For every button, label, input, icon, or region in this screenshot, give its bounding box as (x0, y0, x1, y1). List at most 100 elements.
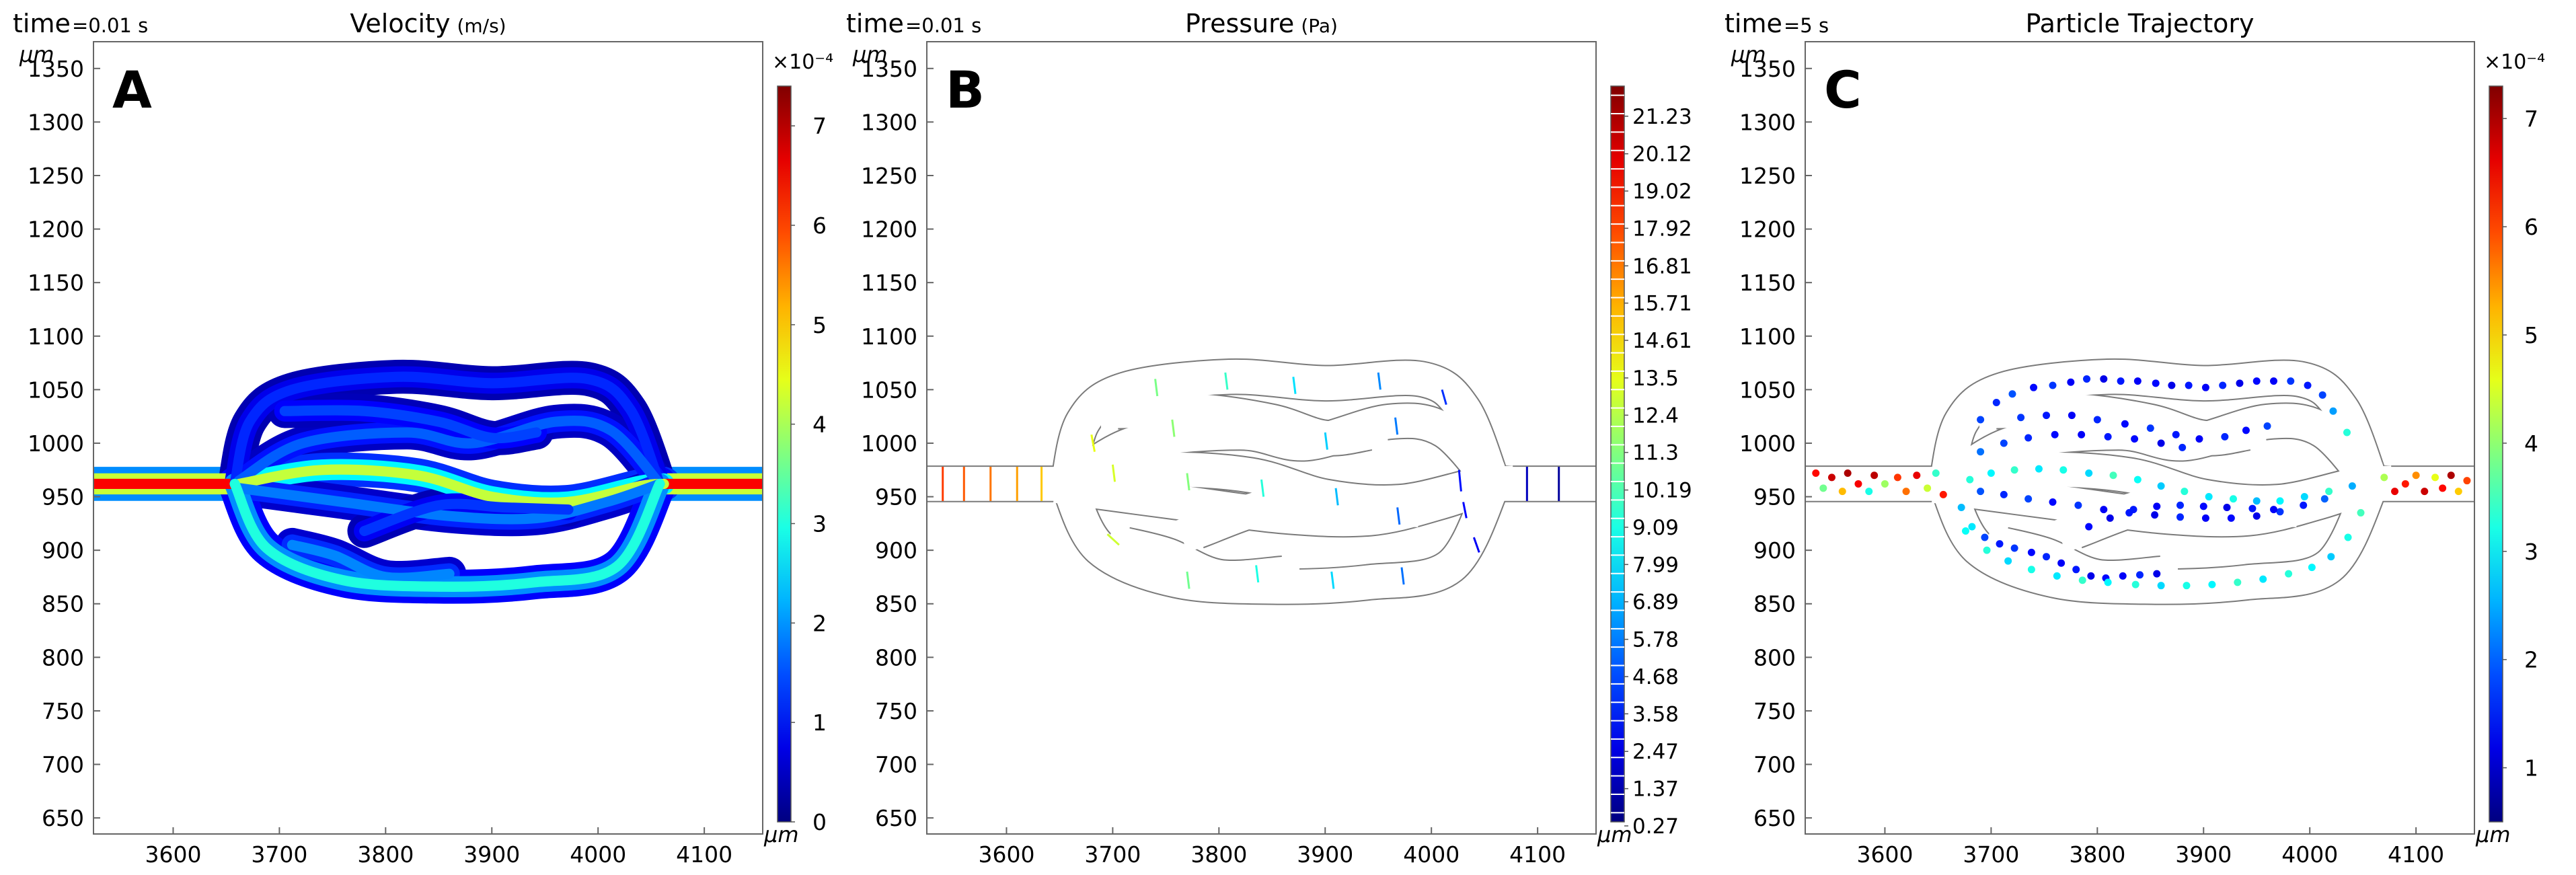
time-value: =0.01 s (72, 14, 148, 37)
colorbar-tick-label: 7.99 (1632, 553, 1679, 577)
particle-55 (2157, 439, 2165, 447)
particle-12 (1924, 484, 1932, 492)
y-tick-label: 650 (42, 805, 84, 831)
channel-lower-mid-branch-core (233, 478, 665, 525)
particle-49 (2000, 439, 2008, 447)
y-tick-label: 1350 (861, 56, 917, 82)
y-tick-label: 1100 (861, 324, 917, 350)
particle-57 (2017, 414, 2025, 422)
particle-26 (1992, 398, 2000, 406)
channel-center-branch-core (233, 464, 669, 508)
particle-123 (1961, 527, 1969, 535)
isobar-17 (1334, 488, 1339, 506)
colorbar-gradient (1610, 85, 1625, 823)
particle-11 (1913, 471, 1921, 480)
particle-39 (2219, 381, 2227, 389)
y-tick-label: 900 (1753, 537, 1796, 564)
particle-88 (2049, 498, 2057, 506)
particle-87 (2024, 495, 2033, 503)
y-tick-label: 850 (42, 591, 84, 617)
particle-117 (2072, 566, 2080, 574)
time-label: time (846, 9, 904, 38)
particle-20 (2447, 471, 2455, 480)
y-tick-label: 750 (42, 698, 84, 724)
particle-51 (2051, 430, 2059, 439)
y-tick-label: 1250 (28, 163, 84, 189)
particle-66 (2242, 426, 2250, 434)
colorbar-tick-label: 6 (812, 213, 827, 239)
particle-136 (2285, 570, 2293, 578)
panel-title-text: Pressure (1185, 9, 1294, 38)
isobar-20 (1394, 417, 1399, 435)
particle-19 (2439, 484, 2447, 492)
plot-content (927, 358, 1596, 605)
particle-62 (2146, 424, 2154, 432)
particle-35 (2152, 379, 2160, 387)
y-tick-label: 800 (875, 644, 917, 671)
particle-122 (2153, 570, 2161, 578)
y-tick-label: 1300 (28, 109, 84, 135)
channel-lower-connector-core (287, 539, 455, 583)
particle-5 (1854, 480, 1862, 488)
particle-127 (2053, 572, 2061, 580)
particle-44 (2304, 381, 2312, 389)
particle-47 (2343, 428, 2351, 436)
channel-upper-cross-lumen (1979, 393, 2267, 455)
particle-28 (2030, 383, 2038, 391)
particle-126 (2027, 566, 2035, 574)
particle-40 (2236, 379, 2244, 387)
y-tick-label: 850 (1753, 591, 1796, 617)
particle-106 (2223, 503, 2231, 511)
particle-64 (2195, 435, 2203, 443)
y-tick-label: 1300 (1739, 109, 1796, 135)
particle-92 (2151, 511, 2159, 519)
particle-17 (2421, 488, 2429, 496)
x-tick-label: 3600 (145, 841, 201, 868)
isobar-6 (1111, 464, 1116, 482)
particle-80 (2252, 497, 2261, 505)
y-tick-label: 700 (42, 752, 84, 778)
particle-93 (2176, 513, 2185, 521)
y-tick-label: 800 (1753, 644, 1796, 671)
particle-107 (2248, 504, 2257, 512)
colorbar: 1 2 3 4 5 6 7 ×10⁻⁴ (2484, 50, 2545, 823)
y-tick-label: 1350 (1739, 56, 1796, 82)
particle-137 (2308, 564, 2316, 572)
x-tick-label: 4000 (2281, 841, 2338, 868)
x-tick-label: 4000 (570, 841, 626, 868)
particle-46 (2329, 407, 2337, 415)
plot-content (93, 359, 763, 604)
y-tick-label: 1200 (861, 217, 917, 243)
colorbar-tick-label: 4.68 (1632, 665, 1679, 689)
particle-56 (2179, 443, 2187, 451)
isobar-26 (1472, 537, 1480, 553)
particle-67 (2263, 422, 2271, 430)
particle-70 (2010, 466, 2018, 474)
y-tick-label: 650 (875, 805, 917, 831)
panel-b: time =0.01 s Pressure (Pa)μmμmB135013001250… (846, 9, 1692, 868)
particle-94 (2201, 514, 2209, 522)
time-label: time (13, 9, 71, 38)
isobar-9 (1171, 419, 1176, 437)
particle-16 (2412, 471, 2420, 480)
panel-title: Particle Trajectory (2025, 9, 2254, 38)
particle-8 (1881, 480, 1889, 488)
y-axis-unit: μm (19, 42, 54, 67)
particle-0 (1812, 469, 1820, 478)
particle-101 (2106, 514, 2114, 522)
particle-135 (2259, 575, 2267, 583)
channel-upper-branch-core (233, 415, 665, 490)
panel-title-text: Velocity (350, 9, 450, 38)
particle-73 (2085, 469, 2093, 478)
particle-79 (2229, 495, 2237, 503)
particle-132 (2183, 582, 2191, 590)
panel-title-unit: (Pa) (1301, 15, 1338, 37)
isobar-5 (1090, 434, 1096, 452)
colorbar-tick-label: 4 (2524, 430, 2538, 457)
panel-a: time =0.01 s Velocity (m/s)μmμmA13501300125… (13, 9, 833, 868)
isobar-8 (1154, 379, 1159, 397)
particle-32 (2100, 375, 2108, 383)
x-tick-label: 3900 (1297, 841, 1353, 868)
isobar-16 (1324, 432, 1328, 450)
